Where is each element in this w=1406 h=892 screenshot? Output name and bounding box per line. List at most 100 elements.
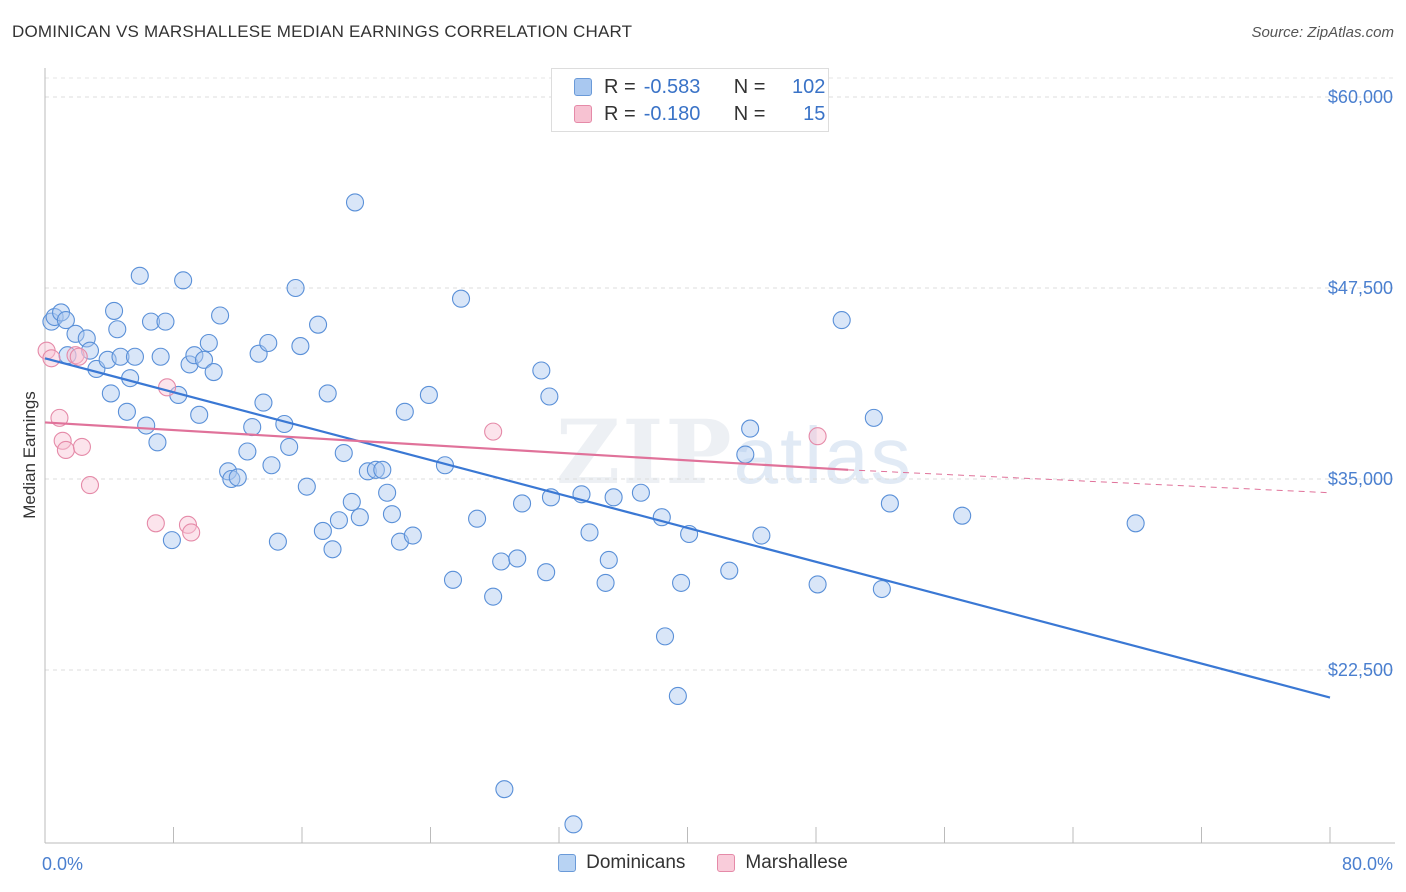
marshallese-point (146, 514, 165, 533)
dominican-point (342, 492, 361, 511)
dominican-point (148, 433, 167, 452)
marshallese-point (69, 347, 88, 366)
dominican-point (668, 686, 687, 706)
dominican-point (382, 505, 402, 524)
dominican-point (190, 405, 209, 424)
dominican-point (66, 324, 85, 343)
dominican-point (194, 350, 214, 369)
dominican-point (564, 815, 583, 834)
legend-item-marshallese[interactable]: Marshallese (717, 852, 848, 874)
legend-n-value: 15 (803, 102, 826, 125)
dominican-point (45, 307, 64, 327)
y-tick-label: $60,000 (1328, 87, 1393, 107)
dominican-point (808, 575, 827, 594)
legend-n-label: N = (733, 102, 766, 125)
dominican-point (403, 526, 422, 545)
dominican-point (309, 315, 328, 334)
dominican-point (286, 278, 305, 298)
dominican-point (318, 384, 337, 403)
dominican-point (672, 573, 691, 592)
dominican-point (880, 494, 899, 513)
dominican-point (329, 511, 348, 530)
dominican-point (513, 494, 532, 513)
dominican-point (162, 531, 181, 550)
dominican-point (280, 437, 299, 456)
dominican-point (872, 579, 891, 599)
dominican-point (254, 393, 273, 412)
dominican-point (378, 483, 397, 502)
dominican-point (580, 523, 599, 542)
dominican-point (492, 552, 511, 571)
dominican-point (185, 346, 204, 365)
legend-swatch-marshallese (717, 854, 736, 872)
marshallese-point (484, 422, 503, 441)
dominican-point (56, 311, 75, 330)
legend-swatch-dominicans (558, 854, 577, 872)
dominican-point (101, 384, 120, 403)
correlation-legend: R = -0.583 N = 102 R = -0.180 N = 15 (551, 68, 829, 132)
dominican-point (350, 508, 369, 527)
legend-r-label: R = (604, 75, 636, 98)
dominican-point (599, 550, 618, 570)
dominican-point (262, 456, 281, 475)
dominican-point (323, 540, 342, 559)
legend-row-marshallese: R = -0.180 N = 15 (552, 101, 825, 127)
source-label: Source: ZipAtlas.com (1251, 24, 1394, 41)
legend-label-marshallese: Marshallese (745, 852, 848, 873)
dominican-point (228, 468, 247, 487)
dominican-point (537, 563, 556, 582)
marshallese-point (72, 437, 91, 456)
dominican-point (180, 355, 199, 374)
dominican-point (631, 483, 650, 502)
dominican-point (137, 416, 156, 435)
dominican-point (720, 561, 739, 580)
dominican-point (953, 506, 972, 525)
dominican-point (540, 387, 559, 406)
marshallese-trend-line (44, 421, 849, 471)
x-tick-label: 80.0% (1342, 854, 1393, 874)
y-tick-label: $47,500 (1328, 278, 1393, 298)
legend-row-dominicans: R = -0.583 N = 102 (552, 74, 825, 100)
dominican-point (451, 289, 471, 308)
y-tick-label: $22,500 (1328, 660, 1393, 680)
marshallese-point (66, 346, 85, 365)
dominican-point (151, 347, 170, 366)
legend-r-value: -0.180 (643, 102, 701, 125)
marshallese-trend-extension (848, 469, 1331, 494)
legend-r-label: R = (604, 102, 636, 125)
dominican-point (211, 306, 230, 325)
dominican-point (156, 312, 175, 331)
dominican-point (259, 333, 278, 353)
dominican-point (604, 488, 623, 507)
dominican-point (80, 341, 100, 360)
dominican-point (238, 442, 257, 461)
dominican-point (125, 347, 144, 366)
series-legend: Dominicans Marshallese (0, 852, 1406, 874)
dominican-point (204, 362, 223, 382)
dominican-point (222, 469, 241, 489)
dominican-point (395, 402, 414, 421)
legend-swatch-marshallese (574, 105, 592, 123)
legend-item-dominicans[interactable]: Dominicans (558, 852, 685, 874)
dominican-point (752, 526, 771, 545)
x-tick-label: 0.0% (42, 854, 83, 874)
dominican-point (313, 521, 332, 541)
dominican-point (130, 266, 149, 285)
dominican-point (268, 532, 287, 551)
dominican-point (1126, 514, 1145, 533)
dominican-point (243, 417, 262, 437)
marshallese-point (158, 378, 177, 397)
dominican-point (495, 780, 514, 799)
legend-r-value: -0.583 (643, 75, 701, 98)
dominican-point (484, 587, 503, 606)
dominican-point (105, 301, 124, 320)
marshallese-point (808, 427, 827, 446)
dominican-point (508, 549, 527, 568)
chart-title: DOMINICAN VS MARSHALLESE MEDIAN EARNINGS… (12, 22, 633, 41)
dominican-point (655, 627, 675, 646)
dominican-point (117, 402, 136, 421)
dominican-point (108, 320, 127, 339)
dominican-point (864, 408, 883, 427)
dominican-point (345, 193, 365, 212)
